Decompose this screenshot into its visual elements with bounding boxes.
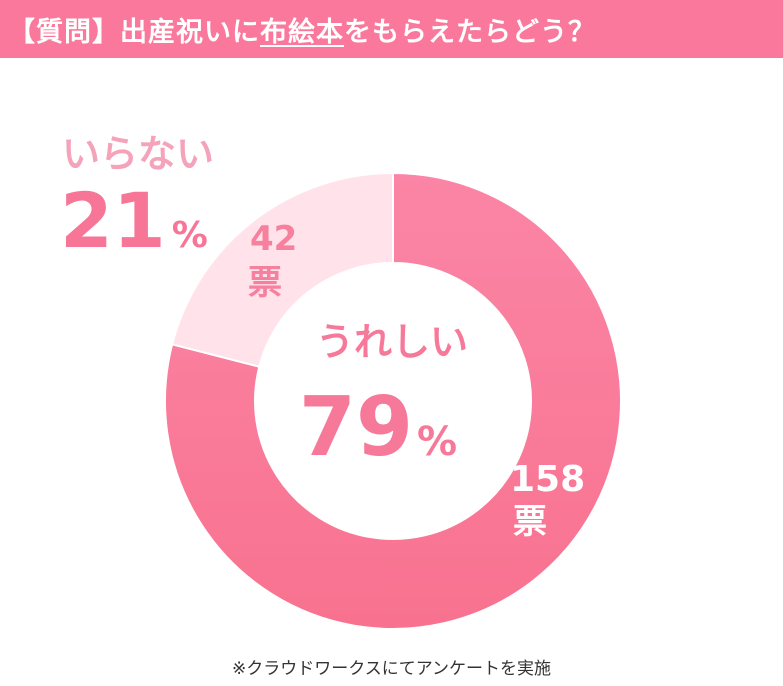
question-title-prefix: 【質問】出産祝いに xyxy=(8,16,260,48)
percent-sign-not-needed: % xyxy=(172,215,208,256)
question-banner: 【質問】出産祝いに 布絵本 をもらえたらどう？ xyxy=(0,0,783,58)
question-title-suffix: をもらえたらどう？ xyxy=(344,16,596,48)
question-title-highlight: 布絵本 xyxy=(260,16,344,48)
survey-note: ※クラウドワークスにてアンケートを実施 xyxy=(231,659,552,679)
center-label-happy: うれしい xyxy=(316,320,468,364)
percent-not-needed-value: 21 xyxy=(60,176,166,265)
percent-not-needed: 21% xyxy=(60,176,208,265)
slice-happy xyxy=(164,171,622,630)
votes-unit-happy: 票 xyxy=(513,502,547,542)
votes-not-needed: 42 xyxy=(250,219,297,259)
label-not-needed: いらない xyxy=(62,132,214,176)
center-percent-happy: 79% xyxy=(299,380,457,475)
votes-unit-not-needed: 票 xyxy=(248,263,282,303)
percent-happy-value: 79 xyxy=(299,380,413,475)
slice-not-needed xyxy=(170,171,394,368)
votes-happy: 158 xyxy=(510,459,585,500)
percent-sign-happy: % xyxy=(417,419,457,465)
